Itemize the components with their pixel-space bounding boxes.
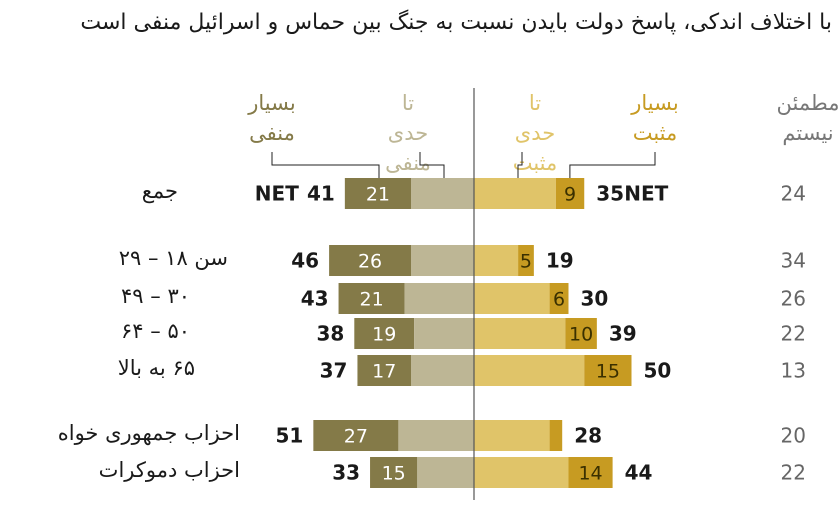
label-unsure: 20 — [781, 424, 806, 448]
label-net-positive: 28 — [574, 424, 602, 448]
bar-very-negative — [313, 420, 399, 451]
bar-very-negative — [344, 178, 411, 209]
label-net-positive: 39 — [609, 322, 637, 346]
label-unsure: 22 — [781, 461, 806, 485]
category-label: احزاب جمهوری خواه — [57, 421, 240, 445]
bar-somewhat-negative — [404, 283, 474, 314]
bar-very-positive — [584, 355, 632, 386]
category-label: جمع — [141, 179, 178, 203]
bar-somewhat-negative — [398, 420, 474, 451]
bar-very-positive — [555, 178, 585, 209]
label-very-positive: 5 — [520, 251, 532, 273]
bar-very-positive — [568, 457, 613, 488]
label-net-positive: 50 — [644, 359, 672, 383]
bar-very-negative — [354, 318, 415, 349]
bar-somewhat-negative — [414, 318, 474, 349]
legend-somewhat-positive: تا حدی مثبت — [513, 91, 558, 175]
bar-somewhat-negative — [411, 178, 474, 209]
category-label: سن ۱۸ – ۲۹ — [118, 246, 228, 270]
label-very-negative: 21 — [366, 184, 390, 206]
bar-very-positive — [549, 283, 569, 314]
label-very-negative: 21 — [360, 289, 384, 311]
legend-somewhat-negative: تا حدی منفی — [385, 91, 431, 175]
label-net-negative: 41 — [307, 182, 335, 206]
legend-unsure: مطمئن نیستم — [777, 91, 840, 146]
bar-somewhat-positive — [474, 245, 519, 276]
legend-very-positive: بسیار مثبت — [630, 91, 678, 145]
label-net-positive-tag: NET — [624, 182, 668, 206]
label-very-positive: 14 — [578, 463, 602, 485]
label-net-positive: 30 — [581, 287, 609, 311]
label-very-negative: 19 — [372, 324, 396, 346]
label-very-positive: 9 — [564, 184, 576, 206]
label-very-negative: 15 — [382, 463, 406, 485]
label-net-positive: 44 — [625, 461, 653, 485]
bar-very-negative — [357, 355, 411, 386]
category-label: ۶۵ به بالا — [117, 356, 195, 380]
bar-very-negative — [329, 245, 411, 276]
label-net-negative: 37 — [320, 359, 348, 383]
label-unsure: 22 — [781, 322, 806, 346]
chart-title: با اختلاف اندکی، پاسخ دولت بایدن نسبت به… — [80, 10, 832, 35]
category-label: ۵۰ – ۶۴ — [121, 319, 190, 343]
bar-somewhat-positive — [474, 283, 550, 314]
bar-somewhat-negative — [411, 355, 474, 386]
bar-somewhat-positive — [474, 318, 566, 349]
bar-somewhat-negative — [411, 245, 474, 276]
label-very-negative: 26 — [358, 251, 382, 273]
bar-very-positive — [565, 318, 597, 349]
label-net-positive: 19 — [546, 249, 574, 273]
label-net-negative: 33 — [332, 461, 360, 485]
label-very-negative: 27 — [344, 426, 368, 448]
category-label: ۳۰ – ۴۹ — [121, 284, 190, 308]
bar-somewhat-positive — [474, 355, 585, 386]
bar-very-negative — [370, 457, 418, 488]
label-net-negative: 43 — [301, 287, 329, 311]
label-net-positive: 35 — [596, 182, 624, 206]
bar-somewhat-positive — [474, 178, 556, 209]
label-unsure: 34 — [781, 249, 806, 273]
label-unsure: 26 — [781, 287, 806, 311]
label-net-negative-tag: NET — [255, 182, 299, 206]
bar-very-positive — [549, 420, 563, 451]
bar-very-positive — [518, 245, 534, 276]
label-unsure: 24 — [781, 182, 806, 206]
label-very-positive: 6 — [553, 289, 565, 311]
label-unsure: 13 — [781, 359, 806, 383]
label-net-negative: 38 — [316, 322, 344, 346]
category-label: احزاب دموکرات — [98, 458, 240, 482]
bar-somewhat-positive — [474, 457, 569, 488]
bar-somewhat-positive — [474, 420, 550, 451]
bar-somewhat-negative — [417, 457, 474, 488]
label-very-positive: 10 — [569, 324, 593, 346]
bar-very-negative — [338, 283, 405, 314]
label-net-negative: 51 — [276, 424, 304, 448]
label-very-positive: 15 — [596, 361, 620, 383]
label-very-negative: 17 — [372, 361, 396, 383]
label-net-negative: 46 — [291, 249, 319, 273]
legend-very-negative: بسیار منفی — [247, 91, 295, 145]
